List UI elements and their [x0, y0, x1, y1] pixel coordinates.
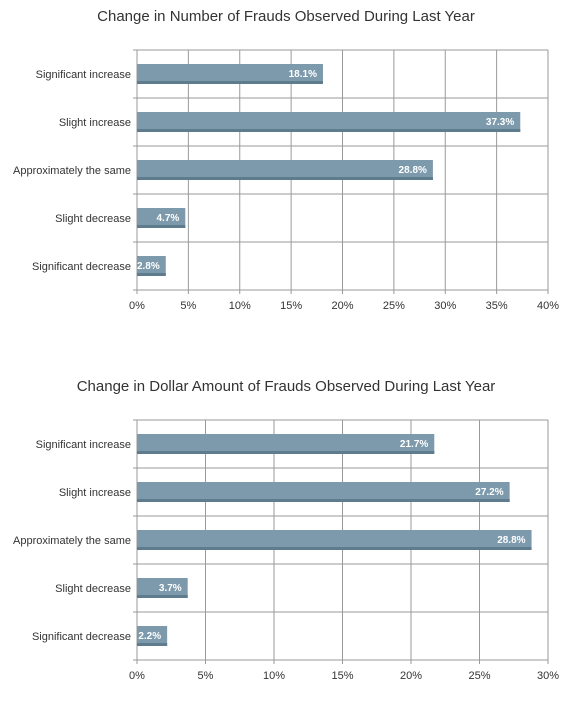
x-tick-label: 5% — [198, 670, 214, 682]
chart-plot-area: 0% 5% 10% 15% 20% 25% 30% Significant increase 2… — [13, 419, 559, 682]
chart-number-of-frauds: Change in Number of Frauds Observed Duri… — [0, 0, 572, 330]
data-label: 4.7% — [156, 213, 179, 224]
chart-title: Change in Dollar Amount of Frauds Observ… — [76, 378, 496, 395]
x-tick-label: 30% — [537, 670, 559, 682]
category-label: Significant decrease — [32, 631, 131, 643]
category-label: Slight decrease — [55, 583, 131, 595]
x-tick-label: 40% — [537, 300, 559, 312]
bar — [137, 434, 435, 454]
data-label: 27.2% — [475, 487, 503, 498]
x-tick-label: 10% — [263, 670, 285, 682]
data-label: 3.7% — [159, 583, 182, 594]
data-label: 21.7% — [400, 439, 428, 450]
x-tick-label: 0% — [129, 670, 145, 682]
data-label: 2.8% — [137, 261, 160, 272]
x-tick-label: 25% — [468, 670, 490, 682]
category-label: Significant increase — [36, 439, 131, 451]
category-label: Slight decrease — [55, 213, 131, 225]
data-label: 18.1% — [289, 69, 317, 80]
bar — [137, 626, 168, 646]
category-label: Significant increase — [36, 69, 131, 81]
x-tick-label: 0% — [129, 300, 145, 312]
chart-dollar-amount-of-frauds: Change in Dollar Amount of Frauds Observ… — [0, 370, 572, 700]
data-label: 37.3% — [486, 117, 514, 128]
bar — [137, 112, 521, 132]
category-label: Significant decrease — [32, 261, 131, 273]
bar-shadow — [137, 643, 168, 646]
category-label: Slight increase — [59, 117, 131, 129]
x-tick-label: 25% — [383, 300, 405, 312]
data-label: 28.8% — [399, 165, 427, 176]
bar-shadow — [137, 177, 433, 180]
x-tick-label: 15% — [331, 670, 353, 682]
bar — [137, 256, 166, 276]
bar-shadow — [137, 129, 521, 132]
bar-shadow — [137, 273, 166, 276]
x-tick-label: 20% — [400, 670, 422, 682]
x-tick-label: 5% — [180, 300, 196, 312]
bar — [137, 64, 323, 84]
chart-title: Change in Number of Frauds Observed Duri… — [97, 8, 475, 25]
bar-shadow — [137, 499, 510, 502]
x-tick-label: 10% — [229, 300, 251, 312]
bar-shadow — [137, 81, 323, 84]
category-label: Slight increase — [59, 487, 131, 499]
category-label: Approximately the same — [13, 535, 131, 547]
bar — [137, 208, 186, 228]
category-label: Approximately the same — [13, 165, 131, 177]
chart-plot-area: 0% 5% 10% 15% 20% 25% 30% 35% 40% Significant inc… — [13, 49, 559, 312]
bar-shadow — [137, 547, 532, 550]
bar — [137, 578, 188, 598]
bar-shadow — [137, 595, 188, 598]
bar — [137, 482, 510, 502]
data-label: 2.2% — [138, 631, 161, 642]
data-label: 28.8% — [497, 535, 525, 546]
x-tick-label: 20% — [331, 300, 353, 312]
x-tick-label: 30% — [434, 300, 456, 312]
x-tick-label: 35% — [486, 300, 508, 312]
bar — [137, 160, 433, 180]
x-tick-label: 15% — [280, 300, 302, 312]
bar — [137, 530, 532, 550]
bar-shadow — [137, 451, 435, 454]
bar-shadow — [137, 225, 186, 228]
